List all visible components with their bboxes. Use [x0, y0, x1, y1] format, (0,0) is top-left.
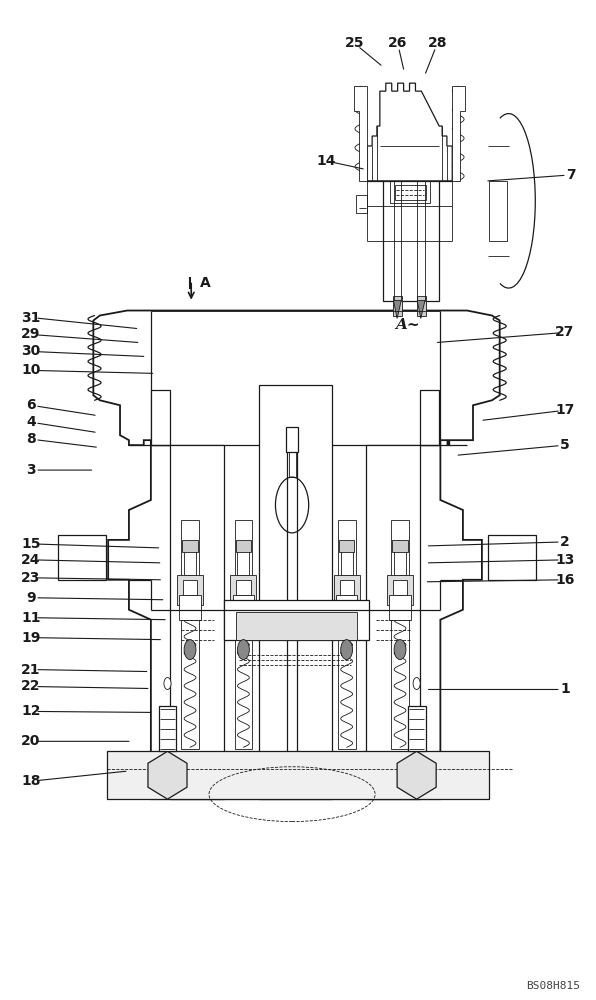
Bar [236, 580, 250, 595]
Text: 11: 11 [21, 611, 41, 625]
Text: 4: 4 [26, 415, 36, 429]
Bar [286, 427, 298, 452]
Text: BS08H815: BS08H815 [526, 981, 580, 991]
Circle shape [164, 678, 171, 689]
Circle shape [341, 640, 353, 660]
Bar [389, 595, 411, 620]
Circle shape [394, 640, 406, 660]
Text: 24: 24 [21, 553, 41, 567]
Bar [336, 595, 358, 620]
Circle shape [184, 640, 196, 660]
Polygon shape [148, 751, 187, 799]
Bar [420, 390, 439, 445]
Text: 27: 27 [555, 325, 575, 339]
Text: 22: 22 [21, 679, 41, 693]
Bar [234, 520, 252, 749]
Bar [177, 575, 203, 605]
Bar [391, 520, 409, 749]
Text: A~: A~ [395, 318, 420, 332]
Bar [417, 166, 425, 301]
Bar [417, 296, 426, 316]
Text: 9: 9 [26, 591, 36, 605]
Bar [366, 445, 420, 799]
Text: 13: 13 [555, 553, 575, 567]
Bar [341, 550, 353, 575]
Bar [383, 156, 439, 301]
Bar [224, 600, 369, 640]
Text: 23: 23 [21, 571, 41, 585]
Text: 8: 8 [26, 432, 36, 446]
Text: 1: 1 [560, 682, 570, 696]
Bar [339, 540, 355, 552]
Text: 26: 26 [388, 36, 407, 50]
Bar [356, 195, 367, 213]
Polygon shape [397, 751, 436, 799]
Bar [392, 540, 408, 552]
Bar [488, 535, 536, 580]
Bar [390, 181, 430, 203]
Text: 6: 6 [26, 398, 36, 412]
Text: 31: 31 [21, 311, 41, 325]
Bar [159, 706, 176, 751]
Bar [489, 181, 507, 241]
Text: 12: 12 [21, 704, 41, 718]
Text: A: A [200, 276, 211, 290]
Text: 5: 5 [560, 438, 570, 452]
Text: 30: 30 [21, 344, 41, 358]
Text: 25: 25 [344, 36, 364, 50]
Bar [233, 595, 254, 620]
Text: 20: 20 [21, 734, 41, 748]
Bar [393, 580, 407, 595]
Text: 21: 21 [21, 663, 41, 677]
Bar [235, 540, 251, 552]
Bar [338, 520, 356, 749]
Bar [182, 540, 198, 552]
Bar [170, 445, 224, 799]
Text: 14: 14 [316, 154, 336, 168]
Bar [288, 437, 296, 477]
Polygon shape [367, 83, 452, 181]
Polygon shape [94, 311, 499, 799]
Text: 17: 17 [555, 403, 575, 417]
Text: 29: 29 [21, 327, 41, 341]
Bar [183, 580, 197, 595]
Polygon shape [452, 86, 465, 181]
Text: 18: 18 [21, 774, 41, 788]
Bar [334, 575, 360, 605]
Text: 15: 15 [21, 537, 41, 551]
Bar [107, 751, 489, 799]
Bar [231, 575, 256, 605]
Bar [393, 166, 401, 301]
Bar [408, 706, 426, 751]
Bar [387, 575, 413, 605]
Bar [287, 445, 297, 774]
Circle shape [237, 640, 249, 660]
Circle shape [413, 678, 420, 689]
Bar [179, 595, 201, 620]
Bar [184, 550, 196, 575]
Bar [259, 385, 333, 799]
Polygon shape [355, 86, 367, 181]
Text: 16: 16 [555, 573, 575, 587]
Polygon shape [393, 301, 401, 319]
Text: 3: 3 [26, 463, 36, 477]
Bar [340, 580, 354, 595]
Polygon shape [417, 301, 425, 319]
Text: 10: 10 [21, 363, 41, 377]
Text: 28: 28 [428, 36, 447, 50]
Bar [151, 390, 170, 445]
Bar [181, 520, 199, 749]
Text: 7: 7 [566, 168, 576, 182]
Bar [237, 550, 249, 575]
Bar [58, 535, 107, 580]
Bar [235, 612, 358, 640]
Bar [395, 185, 426, 200]
Bar [394, 550, 406, 575]
Bar [393, 296, 402, 316]
Text: 2: 2 [560, 535, 570, 549]
Text: 19: 19 [21, 631, 41, 645]
